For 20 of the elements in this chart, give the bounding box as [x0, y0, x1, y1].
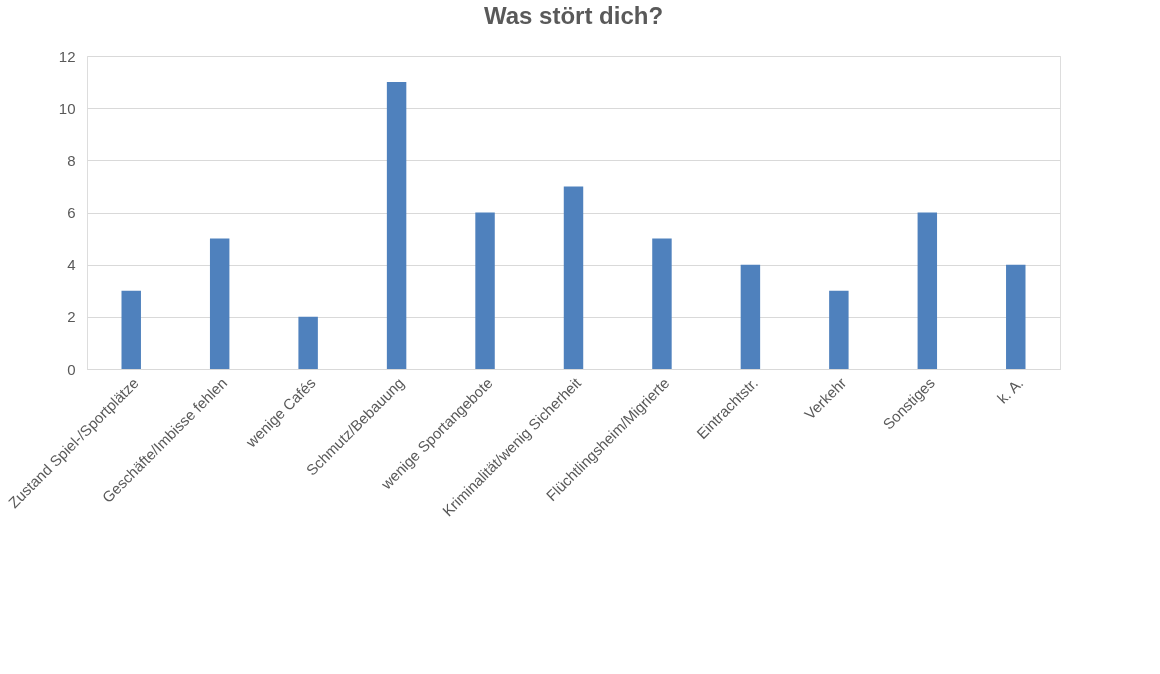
bar — [298, 316, 318, 369]
y-tick-label: 0 — [67, 360, 76, 378]
bar — [475, 212, 495, 369]
y-tick-label: 8 — [67, 151, 76, 169]
y-tick-label: 6 — [67, 204, 76, 221]
chart-title: Was stört dich? — [483, 2, 664, 29]
bar — [652, 238, 672, 369]
y-tick-label: 10 — [58, 99, 76, 117]
bar — [917, 212, 938, 369]
bar — [121, 290, 141, 369]
bar — [209, 238, 230, 369]
y-tick-label: 4 — [67, 256, 76, 274]
bar — [740, 264, 761, 369]
bar — [1006, 264, 1026, 369]
bar — [386, 82, 407, 369]
x-tick-label: k. A. — [993, 374, 1027, 407]
bar — [563, 186, 584, 369]
y-tick-label: 2 — [67, 308, 76, 326]
bar — [829, 290, 849, 369]
y-tick-label: 12 — [58, 47, 76, 65]
